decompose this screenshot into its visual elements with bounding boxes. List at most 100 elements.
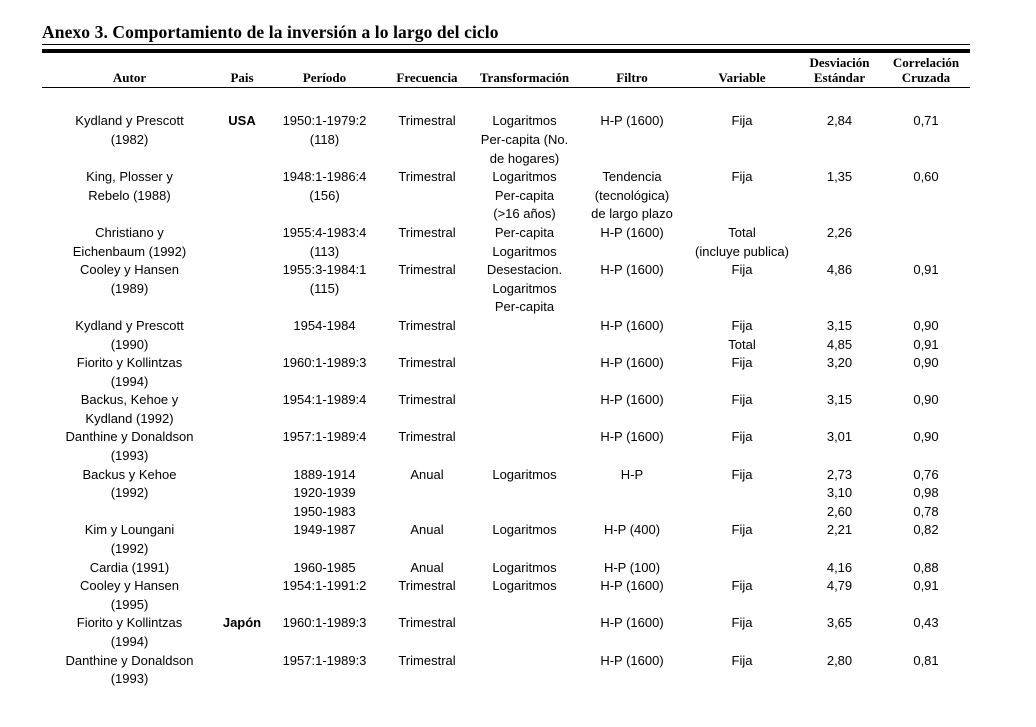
cell-desviacion: 3,15 bbox=[797, 391, 882, 428]
cell-line: Backus, Kehoe y bbox=[80, 392, 179, 408]
table-row: Cooley y Hansen (1995) 1954:1-1991:2 Trimes… bbox=[42, 577, 970, 614]
cell-line: 0,81 bbox=[913, 652, 939, 668]
cell-line: Danthine y Donaldson bbox=[65, 652, 194, 668]
cell-line: 3,15 bbox=[826, 392, 853, 408]
cell-variable: Fija bbox=[687, 112, 797, 168]
column-header-line: Transformación bbox=[479, 69, 570, 85]
cell-line: Fija bbox=[731, 113, 753, 129]
cell-transformacion: Logaritmos bbox=[472, 521, 577, 558]
cell-line: Fiorito y Kollintzas bbox=[76, 355, 183, 371]
cell-line: H-P (1600) bbox=[600, 615, 664, 631]
cell-pais bbox=[217, 521, 267, 558]
cell-line: 0,60 bbox=[913, 169, 939, 185]
cell-filtro: H-P bbox=[577, 466, 687, 522]
column-header-filtro: Filtro bbox=[577, 56, 687, 85]
cell-line: Logaritmos bbox=[492, 113, 557, 129]
cell-line: Fiorito y Kollintzas bbox=[76, 615, 183, 631]
column-header-variable: Variable bbox=[687, 56, 797, 85]
cell-correlacion: 0,90 bbox=[882, 354, 970, 391]
cell-pais bbox=[217, 577, 267, 614]
table-row: Cardia (1991) 1960-1985 Anual Logaritmos H-P… bbox=[42, 559, 970, 578]
cell-transformacion: Desestacion. Logaritmos Per-capita bbox=[472, 261, 577, 317]
column-header-desviacion: Desviación Estándar bbox=[797, 56, 882, 85]
cell-filtro: H-P (1600) bbox=[577, 261, 687, 317]
cell-variable: Fija bbox=[687, 168, 797, 224]
cell-periodo: 1955:4-1983:4 (113) bbox=[267, 224, 382, 261]
cell-correlacion bbox=[882, 224, 970, 261]
cell-variable: Fija bbox=[687, 577, 797, 614]
column-header-line: Estándar bbox=[813, 69, 866, 85]
cell-line: (1994) bbox=[110, 634, 149, 649]
cell-variable: Fija bbox=[687, 466, 797, 522]
cell-frecuencia: Trimestral bbox=[382, 112, 472, 168]
cell-correlacion: 0,91 bbox=[882, 261, 970, 317]
cell-line: Total bbox=[728, 224, 756, 240]
column-header-line bbox=[42, 56, 217, 71]
cell-variable: Total (incluye publica) bbox=[687, 224, 797, 261]
cell-line: 0,43 bbox=[913, 615, 939, 631]
cell-line: (113) bbox=[309, 243, 340, 259]
cell-line: 3,65 bbox=[826, 615, 853, 631]
cell-line: Fija bbox=[731, 578, 753, 594]
cell-line: Fija bbox=[731, 262, 753, 278]
table-row: Fiorito y Kollintzas (1994) Japón 1960:1-19… bbox=[42, 614, 970, 651]
cell-line: 1960:1-1989:3 bbox=[282, 615, 367, 631]
cell-line: Fija bbox=[731, 522, 753, 538]
cell-line: H-P (1600) bbox=[600, 578, 664, 594]
cell-frecuencia: Trimestral bbox=[382, 577, 472, 614]
cell-line: Fija bbox=[731, 317, 753, 333]
table-row: Fiorito y Kollintzas (1994) 1960:1-1989:3 T… bbox=[42, 354, 970, 391]
column-header-line: Filtro bbox=[616, 69, 648, 85]
document-page: Anexo 3. Comportamiento de la inversión … bbox=[42, 23, 970, 689]
cell-line: 1960-1985 bbox=[293, 559, 356, 575]
cell-line: 1,35 bbox=[826, 169, 853, 185]
cell-line: 0,91 bbox=[913, 262, 939, 278]
cell-line: 1955:3-1984:1 bbox=[282, 262, 367, 278]
cell-line: Trimestral bbox=[398, 113, 456, 129]
cell-frecuencia: Trimestral bbox=[382, 354, 472, 391]
cell-transformacion: Logaritmos Per-capita (>16 años) bbox=[472, 168, 577, 224]
column-header-periodo: Período bbox=[267, 56, 382, 85]
cell-line: 2,60 bbox=[826, 503, 853, 519]
cell-desviacion: 2,84 bbox=[797, 112, 882, 168]
cell-line: 4,86 bbox=[826, 262, 853, 278]
cell-line: Anual bbox=[410, 522, 444, 538]
column-header-line: Frecuencia bbox=[396, 69, 458, 85]
column-header-line bbox=[382, 56, 472, 71]
cell-line: 3,10 bbox=[826, 485, 853, 501]
cell-filtro: H-P (400) bbox=[577, 521, 687, 558]
cell-line: Fija bbox=[731, 429, 753, 445]
table-row: Kydland y Prescott (1982) USA 1950:1-1979:2… bbox=[42, 112, 970, 168]
cell-filtro: H-P (100) bbox=[577, 559, 687, 578]
cell-line: Per-capita bbox=[494, 224, 555, 240]
cell-autor: Danthine y Donaldson (1993) bbox=[42, 428, 217, 465]
cell-variable: Fija bbox=[687, 521, 797, 558]
cell-line: (1995) bbox=[110, 596, 149, 612]
cell-line: Fija bbox=[731, 169, 753, 185]
cell-line: Fija bbox=[731, 355, 753, 371]
cell-transformacion bbox=[472, 317, 577, 354]
cell-frecuencia: Trimestral bbox=[382, 261, 472, 317]
table-row: Kydland y Prescott (1990) 1954-1984 Trimest… bbox=[42, 317, 970, 354]
cell-autor: Kydland y Prescott (1990) bbox=[42, 317, 217, 354]
cell-line: Fija bbox=[731, 615, 753, 631]
cell-line: 0,88 bbox=[913, 559, 939, 575]
cell-variable: Fija bbox=[687, 428, 797, 465]
cell-filtro: H-P (1600) bbox=[577, 614, 687, 651]
cell-line: Christiano y bbox=[95, 224, 164, 240]
cell-line: (1992) bbox=[110, 541, 149, 557]
cell-pais bbox=[217, 354, 267, 391]
cell-transformacion: Logaritmos bbox=[472, 559, 577, 578]
cell-desviacion: 3,20 bbox=[797, 354, 882, 391]
cell-line: Fija bbox=[731, 392, 753, 408]
table-row: Backus, Kehoe y Kydland (1992) 1954:1-1989… bbox=[42, 391, 970, 428]
cell-correlacion: 0,71 bbox=[882, 112, 970, 168]
cell-line: 1957:1-1989:3 bbox=[282, 652, 367, 668]
table-row: Danthine y Donaldson (1993) 1957:1-1989:3 T… bbox=[42, 652, 970, 689]
cell-line: 0,78 bbox=[913, 503, 939, 519]
cell-correlacion: 0,81 bbox=[882, 652, 970, 689]
cell-frecuencia: Trimestral bbox=[382, 614, 472, 651]
cell-line: 4,85 bbox=[826, 336, 853, 352]
cell-line: Cooley y Hansen bbox=[80, 262, 179, 278]
cell-line: Logaritmos bbox=[492, 280, 557, 296]
